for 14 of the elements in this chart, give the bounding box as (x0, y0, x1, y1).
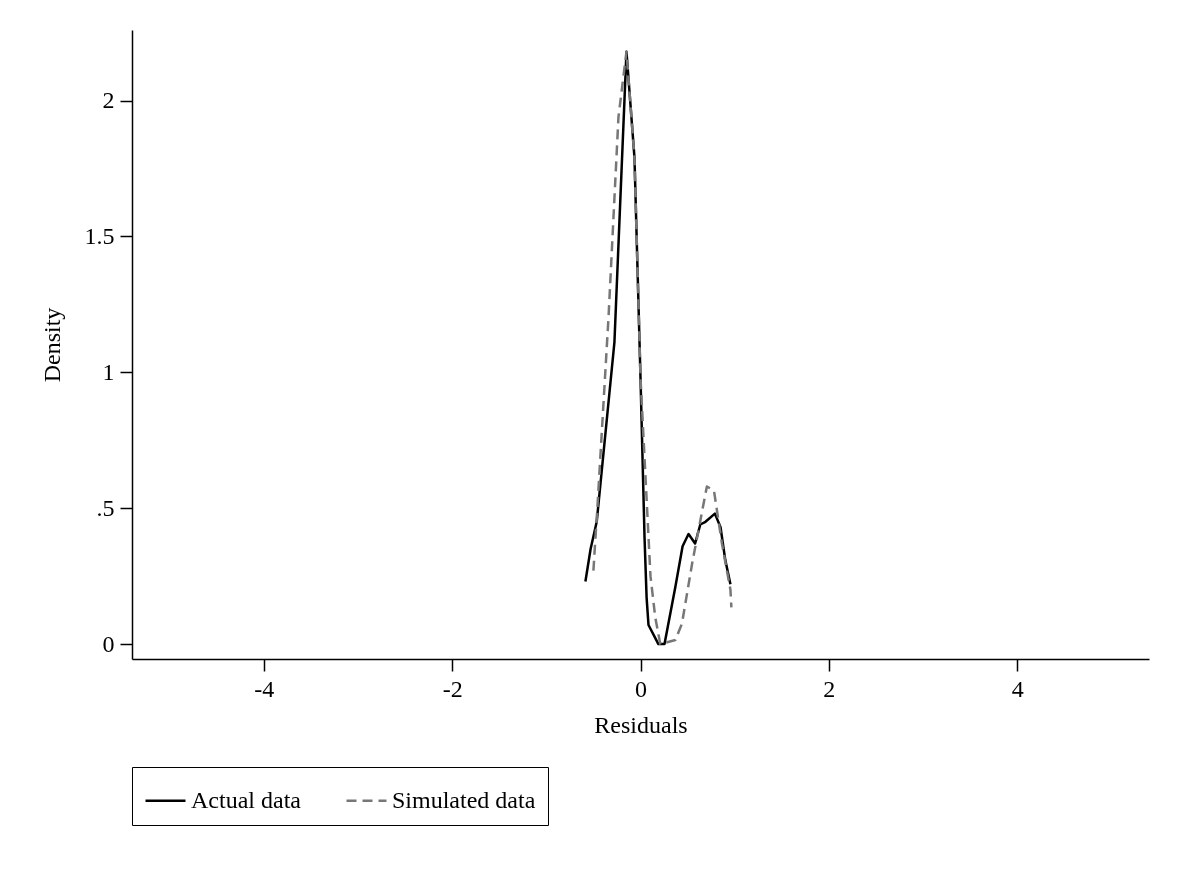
legend-label: Actual data (191, 786, 302, 813)
y-tick-label: .5 (96, 494, 115, 521)
x-tick-label: 4 (1011, 675, 1024, 702)
x-tick-label: 0 (635, 675, 647, 702)
y-tick-label: 1 (102, 358, 115, 385)
x-tick-label: 2 (823, 675, 836, 702)
y-tick-label: 1.5 (84, 223, 115, 249)
y-tick-label: 2 (102, 87, 115, 114)
y-tick-label: 0 (102, 630, 115, 657)
y-axis-title: Density (38, 307, 65, 383)
x-tick-label: -2 (442, 675, 463, 702)
legend-label: Simulated data (392, 786, 536, 813)
x-tick-label: -4 (254, 675, 275, 702)
x-axis-title: Residuals (594, 711, 688, 738)
